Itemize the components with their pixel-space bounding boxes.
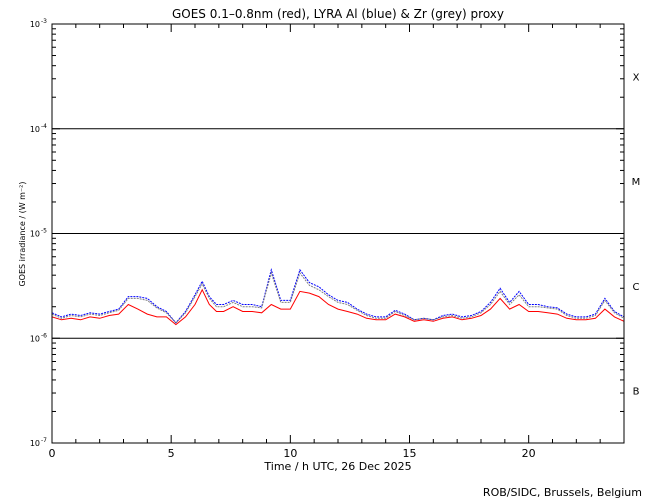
y-axis: 10-310-410-510-610-7 [30,18,624,448]
series-line-1 [51,267,625,324]
y-tick-label: 10 [30,334,40,343]
flare-class-label: C [633,282,640,293]
y-tick-label: 10 [30,230,40,239]
y-tick-exponent: -5 [41,228,47,235]
credit-text: ROB/SIDC, Brussels, Belgium [483,486,642,499]
flare-class-label: M [632,177,641,188]
x-tick-label: 10 [283,447,297,460]
x-tick-label: 0 [49,447,56,460]
x-tick-label: 15 [403,447,417,460]
y-tick-exponent: -4 [41,123,47,130]
x-tick-label: 20 [522,447,536,460]
chart-title: GOES 0.1–0.8nm (red), LYRA Al (blue) & Z… [172,7,504,21]
flare-class-label: B [633,387,640,398]
flare-class-labels: X M C B [632,72,641,397]
y-axis-label: GOES irradiance / (W m⁻²) [18,181,27,286]
series-line-0 [51,288,625,326]
x-axis-label: Time / h UTC, 26 Dec 2025 [263,460,411,473]
data-series [51,267,625,326]
series-line-2 [51,271,625,324]
flare-class-label: X [633,72,640,83]
y-tick-label: 10 [30,125,40,134]
y-tick-label: 10 [30,20,40,29]
y-tick-exponent: -3 [41,18,47,25]
y-tick-exponent: -6 [41,332,47,339]
flare-class-lines [52,128,624,339]
y-tick-label: 10 [30,439,40,448]
x-tick-label: 5 [168,447,175,460]
x-axis: 0 5 10 15 20 [49,24,625,460]
y-tick-exponent: -7 [41,437,47,444]
